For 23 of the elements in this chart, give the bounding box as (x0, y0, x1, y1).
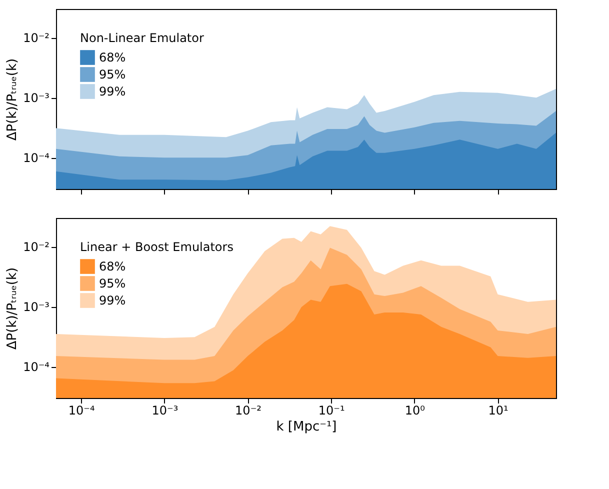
x-tick-label: 10⁻⁴ (68, 404, 95, 418)
legend-label: 95% (99, 276, 126, 290)
x-tick-label: 10¹ (488, 404, 508, 418)
legend-label: 68% (99, 260, 126, 274)
legend-label: 99% (99, 294, 126, 308)
legend-label: 99% (99, 84, 126, 98)
y-axis-title: ΔP(k)/Pₜᵣᵤₑ(k) (5, 58, 20, 141)
y-tick-label: 10⁻³ (23, 91, 50, 106)
x-axis-title: k [Mpc⁻¹] (276, 420, 337, 434)
legend-title: Non-Linear Emulator (80, 31, 204, 45)
legend-title: Linear + Boost Emulators (80, 240, 234, 254)
y-axis-title: ΔP(k)/Pₜᵣᵤₑ(k) (5, 267, 20, 350)
legend-label: 68% (99, 50, 126, 64)
legend-label: 95% (99, 68, 126, 82)
y-tick-label: 10⁻⁴ (23, 360, 50, 374)
y-tick-label: 10⁻⁴ (23, 151, 50, 166)
y-tick-label: 10⁻³ (23, 300, 50, 314)
x-tick-label: 10⁻¹ (318, 404, 345, 418)
y-tick-label: 10⁻² (23, 240, 50, 254)
x-tick-label: 10⁻² (235, 404, 262, 418)
y-tick-label: 10⁻² (23, 31, 50, 46)
x-tick-label: 10⁻³ (152, 404, 178, 418)
x-tick-label: 10⁰ (404, 404, 426, 418)
